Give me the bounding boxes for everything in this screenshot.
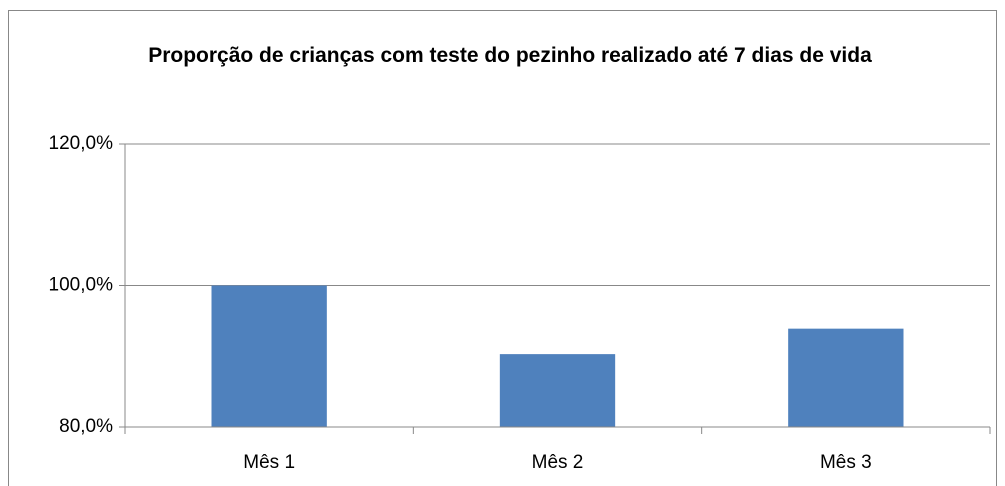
bar (499, 354, 616, 427)
x-tick-label: Mês 1 (243, 452, 295, 473)
chart-title: Proporção de crianças com teste do pezin… (148, 44, 872, 67)
y-tick-label: 80,0% (59, 416, 113, 437)
y-tick-label: 100,0% (49, 275, 114, 296)
chart-border (8, 10, 997, 486)
x-tick-label: Mês 2 (532, 452, 584, 473)
y-tick-label: 120,0% (49, 133, 114, 154)
x-tick-label: Mês 3 (820, 452, 872, 473)
bar (211, 285, 327, 427)
bar (788, 328, 904, 427)
